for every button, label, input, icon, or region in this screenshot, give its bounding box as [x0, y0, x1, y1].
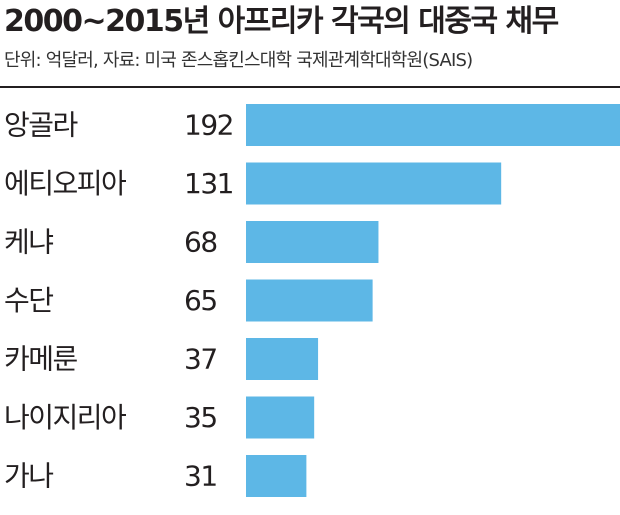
bar — [246, 396, 315, 439]
category-label: 앙골라 — [4, 109, 78, 142]
value-label: 35 — [184, 401, 217, 434]
category-label: 케냐 — [4, 226, 53, 259]
bar — [246, 104, 620, 146]
bar — [246, 338, 319, 380]
bar — [246, 455, 307, 497]
value-label: 37 — [184, 343, 217, 376]
title-divider — [0, 86, 620, 88]
category-label: 수단 — [4, 284, 53, 317]
bar — [246, 221, 379, 263]
value-label: 31 — [184, 460, 217, 493]
value-label: 131 — [184, 167, 233, 200]
chart-title: 2000~2015년 아프리카 각국의 대중국 채무 — [4, 4, 559, 39]
value-label: 192 — [184, 109, 233, 142]
category-label: 카메룬 — [4, 343, 78, 376]
category-label: 에티오피아 — [4, 167, 126, 200]
bar — [246, 279, 373, 322]
value-label: 65 — [184, 284, 217, 317]
category-label: 나이지리아 — [4, 401, 126, 434]
chart-source: 단위: 억달러, 자료: 미국 존스홉킨스대학 국제관계학대학원(SAIS) — [4, 50, 473, 71]
category-label: 가나 — [4, 460, 53, 493]
bar-chart: 앙골라 192 에티오피아 131 케냐 68 수단 65 카메룬 37 나이지리아 35 가나 31 — [4, 104, 620, 497]
value-label: 68 — [184, 226, 217, 259]
bar — [246, 162, 502, 205]
